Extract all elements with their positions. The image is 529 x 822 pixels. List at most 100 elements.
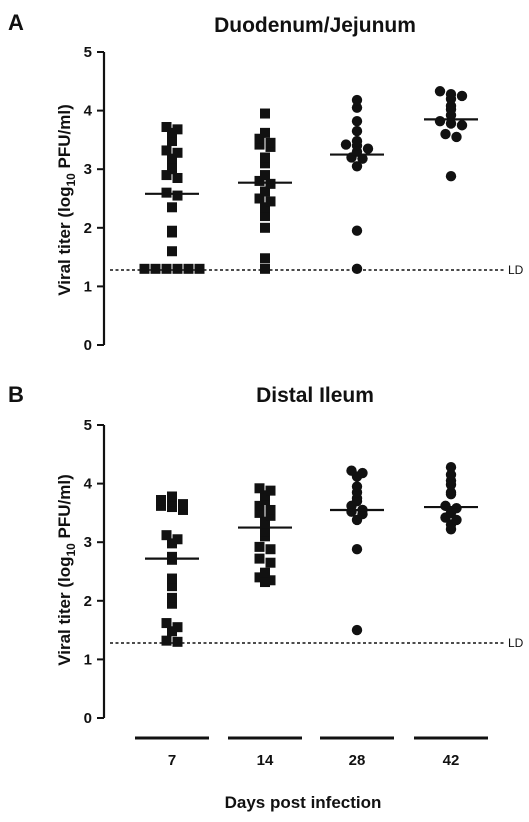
data-point-a-7 (167, 225, 177, 236)
data-point-b-42 (445, 461, 457, 473)
data-point-a-14 (254, 193, 265, 204)
data-point-a-7 (161, 170, 172, 181)
data-point-b-7 (167, 502, 177, 513)
data-point-a-28 (351, 102, 363, 113)
data-point-b-28 (346, 465, 357, 476)
data-point-b-14 (260, 567, 270, 578)
group-label-42: 42 (443, 752, 460, 769)
y-axis-label-a-subscript: 10 (64, 173, 78, 187)
data-point-a-14 (254, 133, 265, 144)
detection-limit-label-a: LD (508, 263, 524, 277)
data-point-b-14 (254, 572, 265, 583)
data-point-b-14 (260, 526, 270, 537)
data-point-a-14 (260, 158, 270, 169)
data-point-b-42 (440, 500, 451, 512)
data-point-a-28 (351, 161, 363, 172)
data-point-b-7 (156, 495, 166, 506)
data-point-a-7 (194, 263, 205, 274)
x-axis-label: Days post infection (225, 793, 382, 812)
data-point-a-7 (161, 122, 172, 133)
data-point-b-42 (445, 487, 457, 498)
data-point-a-7 (172, 172, 183, 183)
data-point-b-14 (254, 483, 265, 494)
data-point-a-42 (445, 118, 457, 129)
data-point-a-42 (434, 115, 446, 127)
data-point-b-14 (265, 544, 276, 555)
data-point-b-42 (451, 514, 462, 526)
data-point-a-14 (265, 137, 276, 148)
data-point-a-28 (351, 115, 363, 127)
data-point-a-42 (456, 90, 468, 102)
data-point-a-42 (440, 128, 451, 140)
data-point-a-42 (451, 131, 462, 143)
data-point-a-14 (265, 178, 276, 189)
data-point-b-14 (254, 507, 265, 518)
data-point-a-28 (351, 135, 363, 147)
data-point-a-7 (150, 263, 161, 274)
panel-title-b: Distal Ileum (256, 384, 374, 407)
data-point-b-7 (167, 626, 177, 637)
data-point-a-14 (260, 108, 270, 119)
data-point-a-28 (351, 225, 363, 236)
y-axis-label-b-subscript: 10 (64, 543, 78, 557)
data-point-b-7 (167, 598, 177, 609)
panel-letter-a: A (8, 10, 24, 35)
group-axis: 7 14 28 42 (135, 736, 488, 769)
data-point-a-42 (445, 88, 457, 100)
data-point-a-14 (260, 127, 270, 138)
data-point-a-42 (445, 171, 457, 182)
data-point-a-14 (260, 263, 270, 274)
data-point-b-14 (265, 557, 276, 568)
data-point-b-28 (351, 544, 363, 555)
data-point-a-42 (456, 120, 468, 131)
data-point-b-7 (167, 573, 177, 584)
data-point-a-28 (362, 143, 374, 154)
y-tick-label-b: 3 (84, 534, 92, 551)
data-point-b-14 (265, 485, 276, 496)
data-point-a-28 (357, 153, 368, 164)
y-tick-label-a: 2 (84, 220, 92, 237)
data-point-a-28 (351, 263, 363, 275)
data-point-b-7 (167, 592, 177, 603)
panel-b: B Distal Ileum Viral titer (log10 PFU/ml… (8, 382, 524, 727)
data-point-a-7 (161, 187, 172, 198)
data-point-a-7 (167, 127, 177, 138)
y-tick-label-b: 0 (84, 710, 92, 727)
y-axis-label-a-unit: PFU/ml) (55, 104, 74, 173)
data-point-a-14 (260, 211, 270, 222)
data-point-a-14 (260, 202, 270, 213)
y-axis-label-b-text: Viral titer (log (55, 557, 74, 666)
panel-a: A Duodenum/Jejunum Viral titer (log10 PF… (8, 10, 524, 354)
data-point-a-7 (183, 263, 194, 274)
y-tick-label-b: 1 (84, 651, 92, 668)
data-point-b-14 (254, 553, 265, 564)
data-point-a-14 (254, 139, 265, 150)
data-point-a-7 (172, 263, 183, 274)
svg-text:Viral titer (log10 PFU/ml): Viral titer (log10 PFU/ml) (55, 104, 78, 296)
y-tick-label-a: 3 (84, 161, 92, 178)
group-label-14: 14 (257, 752, 274, 769)
data-point-b-14 (254, 541, 265, 552)
y-tick-label-b: 5 (84, 417, 92, 434)
data-point-b-28 (357, 467, 368, 479)
data-point-a-14 (260, 186, 270, 197)
y-axis-label-b: Viral titer (log10 PFU/ml) (55, 474, 78, 666)
data-point-b-7 (161, 635, 172, 646)
data-point-a-7 (167, 161, 177, 172)
y-tick-label-a: 1 (84, 278, 92, 295)
data-point-b-42 (445, 469, 457, 481)
y-tick-label-a: 4 (84, 103, 93, 120)
plot-area-a: 0 1 2 3 4 5 LD (84, 44, 524, 354)
data-point-a-7 (161, 145, 172, 156)
data-point-a-14 (260, 152, 270, 163)
svg-text:Viral titer (log10 PFU/ml): Viral titer (log10 PFU/ml) (55, 474, 78, 666)
data-point-a-7 (172, 190, 183, 201)
data-point-b-7 (172, 636, 183, 647)
data-point-b-7 (167, 551, 177, 562)
data-point-b-28 (351, 624, 363, 636)
data-point-a-42 (434, 86, 446, 97)
y-tick-label-a: 0 (84, 337, 92, 354)
panel-title-a: Duodenum/Jejunum (214, 14, 416, 37)
data-point-a-14 (260, 170, 270, 181)
